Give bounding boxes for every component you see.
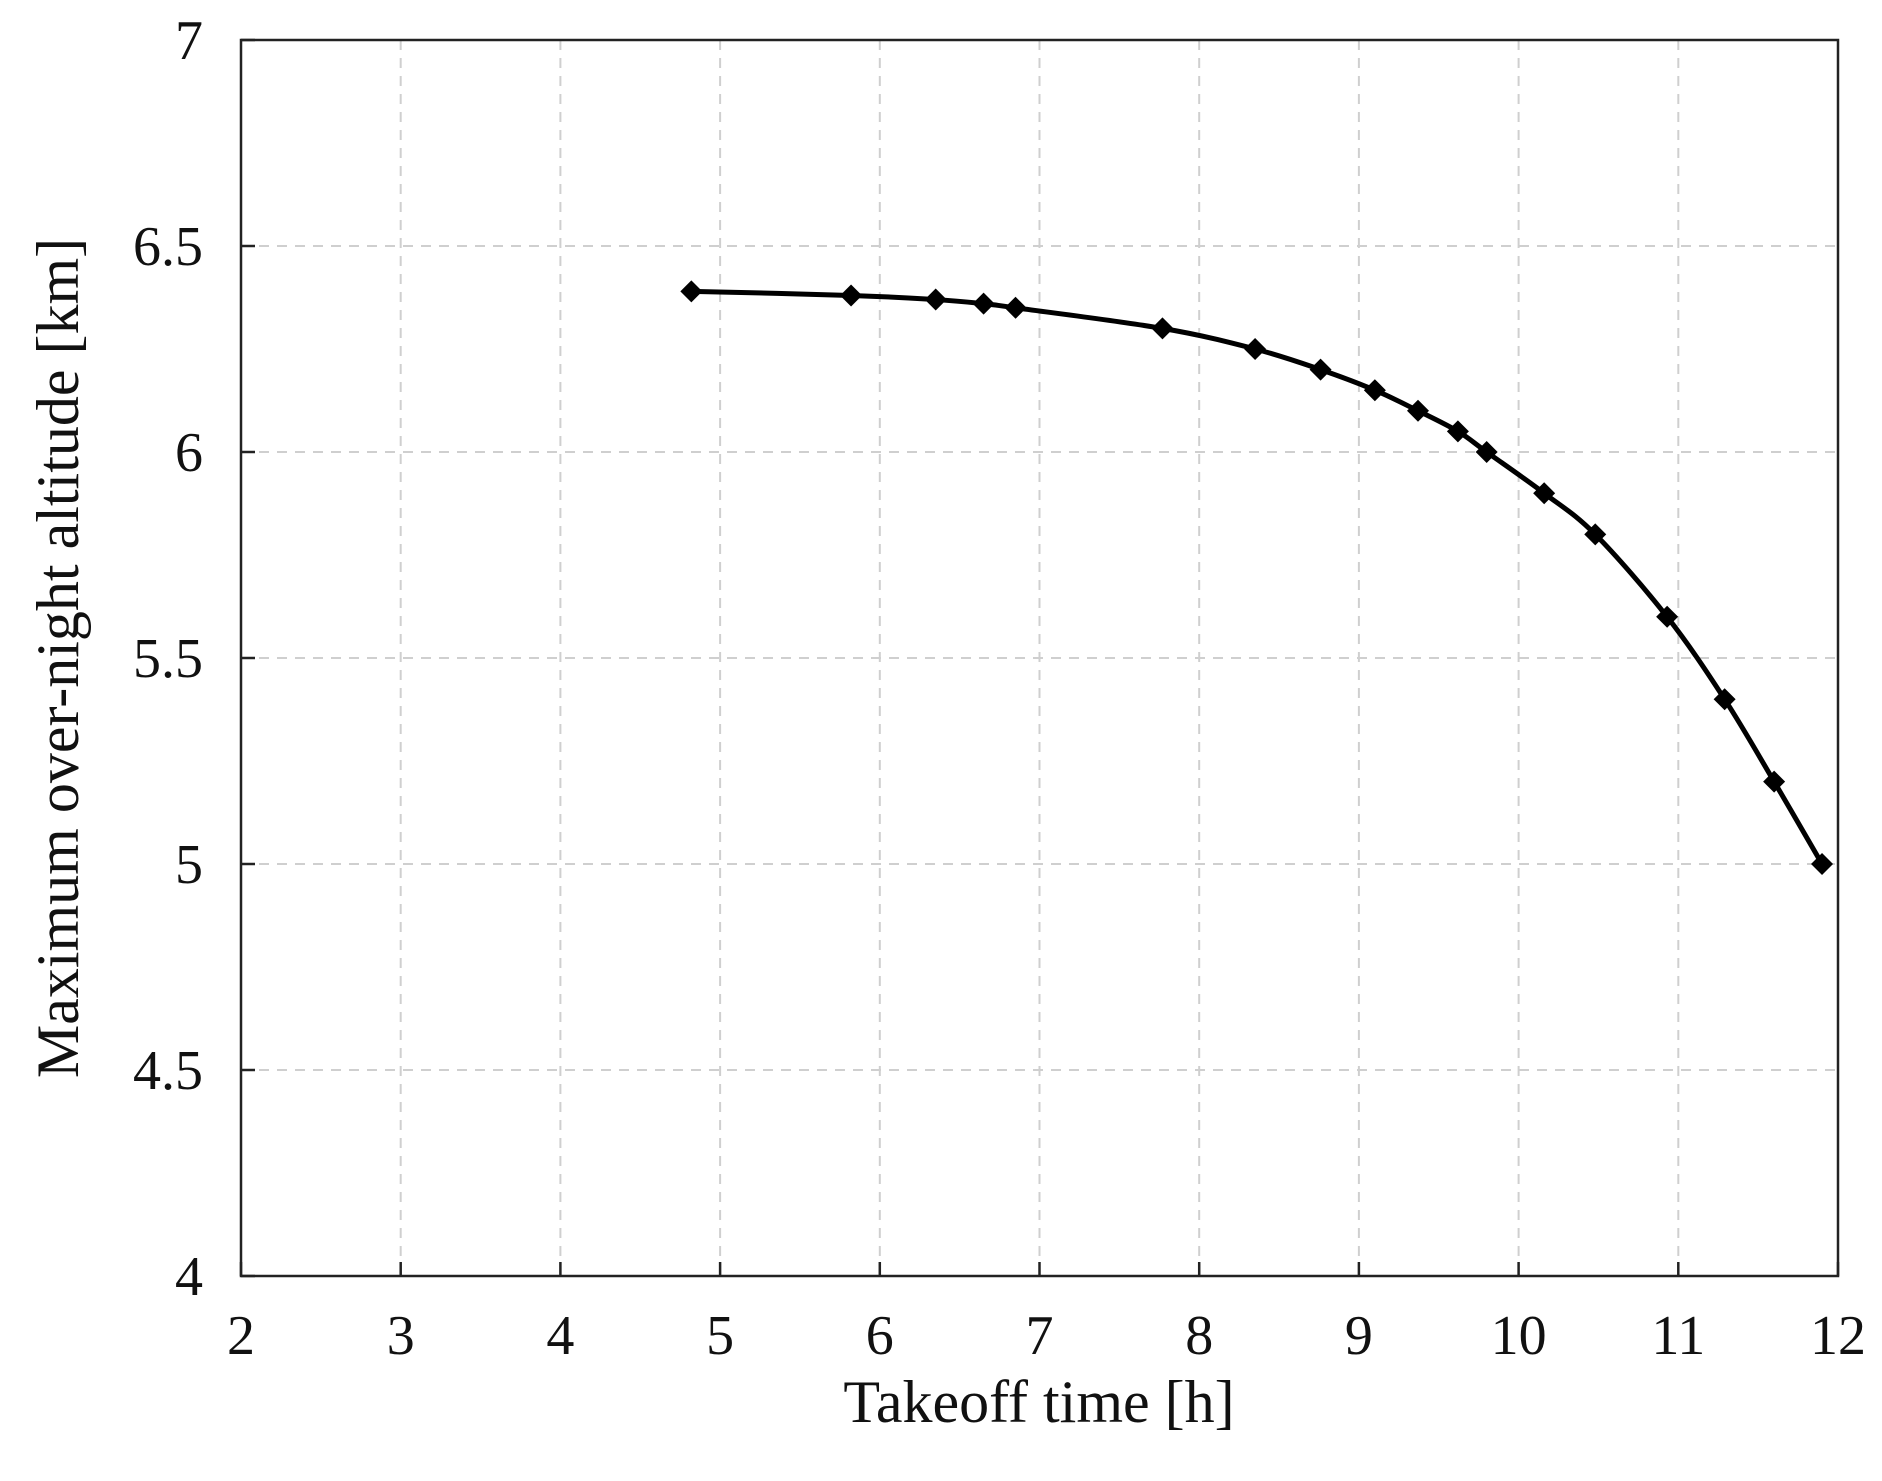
data-point-marker [1584, 523, 1607, 546]
x-axis-title: Takeoff time [h] [843, 1369, 1234, 1435]
data-point-marker [1151, 317, 1174, 340]
x-tick-label: 11 [1651, 1305, 1705, 1367]
series [680, 280, 1834, 875]
y-tick-label: 5 [175, 834, 203, 896]
axis-ticks [239, 38, 1840, 1278]
data-point-marker [972, 292, 995, 315]
series-line [688, 288, 1825, 867]
data-point-marker [1713, 688, 1736, 711]
data-point-marker [840, 284, 863, 307]
data-point-marker [1533, 482, 1556, 505]
data-point-marker [1244, 338, 1267, 360]
data-point-marker [924, 288, 947, 311]
grid [241, 40, 1838, 1276]
y-tick-label: 5.5 [133, 628, 203, 690]
x-tick-label: 3 [387, 1305, 415, 1367]
x-tick-label: 12 [1810, 1305, 1866, 1367]
data-point-marker [1656, 605, 1679, 628]
y-tick-label: 6 [175, 422, 203, 484]
x-tick-label: 8 [1185, 1305, 1213, 1367]
data-point-marker [1363, 379, 1386, 402]
y-tick-label: 4 [175, 1246, 203, 1308]
x-tick-label: 5 [706, 1305, 734, 1367]
x-tick-label: 4 [546, 1305, 574, 1367]
x-tick-label: 6 [866, 1305, 894, 1367]
data-point-marker [1309, 358, 1332, 381]
x-tick-label: 10 [1491, 1305, 1547, 1367]
data-point-marker [1004, 296, 1027, 319]
data-point-marker [1475, 441, 1498, 463]
data-point-marker [1446, 420, 1469, 443]
data-point-marker [1811, 853, 1834, 875]
data-point-marker [1763, 770, 1786, 793]
x-tick-label: 2 [227, 1305, 255, 1367]
y-tick-label: 7 [175, 10, 203, 72]
x-tick-label: 9 [1345, 1305, 1373, 1367]
y-axis-title: Maximum over-night altitude [km] [25, 238, 91, 1078]
tick-labels: 2 3 4 5 6 7 8 9 10 11 12 4 4.5 5 5.5 6 6.5 7 [133, 10, 1866, 1367]
y-tick-label: 6.5 [133, 216, 203, 278]
data-point-marker [680, 280, 703, 303]
y-tick-label: 4.5 [133, 1040, 203, 1102]
x-tick-label: 7 [1026, 1305, 1054, 1367]
data-point-marker [1406, 399, 1429, 422]
